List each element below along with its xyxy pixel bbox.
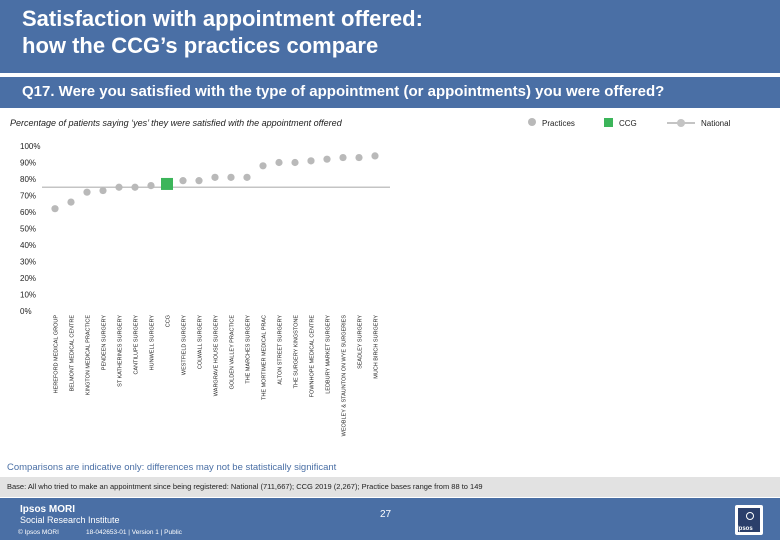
- base-band: Base: All who tried to make an appointme…: [0, 477, 780, 497]
- practice-marker: [51, 205, 59, 213]
- page-title-line-2: how the CCG’s practices compare: [22, 33, 379, 58]
- x-category-label: HEREFORD MEDICAL GROUP: [54, 315, 60, 394]
- ccg-marker-icon: [604, 118, 613, 127]
- practice-marker: [83, 188, 91, 196]
- practice-marker: [371, 152, 379, 160]
- x-category-label: KINGTON MEDICAL PRACTICE: [86, 315, 92, 395]
- question-banner: Q17. Were you satisfied with the type of…: [0, 77, 780, 108]
- y-tick-label: 60%: [20, 208, 36, 217]
- y-tick-label: 80%: [20, 175, 36, 184]
- base-note: Base: All who tried to make an appointme…: [7, 482, 483, 491]
- practice-marker: [323, 155, 331, 163]
- x-category-label: WESTFIELD SURGERY: [182, 315, 188, 375]
- ipsos-corner-logo-icon: Ipsos: [735, 505, 763, 535]
- practice-marker: [195, 177, 203, 185]
- practice-marker: [211, 173, 219, 181]
- practice-marker: [339, 153, 347, 162]
- copyright: © Ipsos MORI: [18, 529, 59, 536]
- practice-marker: [99, 186, 107, 195]
- y-tick-label: 10%: [20, 291, 36, 300]
- legend-ccg-label: CCG: [619, 119, 637, 128]
- ipsos-mori-logo: Ipsos MORI Social Research Institute: [20, 504, 120, 526]
- x-category-label: BELMONT MEDICAL CENTRE: [70, 315, 76, 392]
- logo-subtitle: Social Research Institute: [20, 515, 120, 525]
- practice-marker: [275, 158, 283, 167]
- y-tick-label: 100%: [20, 142, 40, 151]
- legend-national-label: National: [701, 119, 731, 128]
- practice-comparison-chart: 0% 10% 20% 30% 40% 50% 60% 70% 80% 90% 100% HEREFOR…: [20, 142, 390, 437]
- practice-marker: [227, 173, 235, 181]
- ccg-marker: [161, 177, 173, 190]
- corner-logo-text: Ipsos: [737, 526, 753, 532]
- x-category-label: WARGRAVE HOUSE SURGERY: [214, 315, 220, 397]
- x-category-label: THE MARCHES SURGERY: [246, 315, 252, 384]
- practice-marker: [307, 157, 315, 165]
- x-category-label: GOLDEN VALLEY PRACTICE: [230, 315, 236, 390]
- logo-name: Ipsos MORI: [20, 504, 76, 515]
- footer: Ipsos MORI Social Research Institute © I…: [0, 498, 780, 540]
- x-category-label: THE SURGERY KINGSTONE: [294, 315, 300, 389]
- practice-marker: [259, 162, 267, 170]
- legend-ccg: CCG: [604, 118, 644, 130]
- x-category-label: SEADLEY SURGERY: [358, 315, 364, 369]
- x-category-label: THE MORTIMER MEDICAL PRAC: [262, 315, 268, 400]
- x-category-label: FOWNHOPE MEDICAL CENTRE: [310, 315, 316, 398]
- practice-marker: [179, 177, 187, 185]
- practice-marker: [291, 158, 299, 167]
- y-tick-label: 50%: [20, 225, 36, 234]
- legend-national: National: [667, 118, 737, 130]
- x-category-label: WEOBLEY & STAUNTON ON WYE SURGERIES: [342, 315, 348, 437]
- x-category-label: MUCH BIRCH SURGERY: [374, 315, 380, 379]
- y-tick-label: 70%: [20, 192, 36, 201]
- x-category-label: ALTON STREET SURGERY: [278, 315, 284, 385]
- x-category-label: HUNWELL SURGERY: [150, 315, 156, 371]
- job-reference: 18-042653-01 | Version 1 | Public: [86, 529, 182, 536]
- practice-marker-icon: [528, 118, 536, 126]
- x-category-label: COLWALL SURGERY: [198, 315, 204, 369]
- y-tick-label: 0%: [20, 307, 32, 316]
- y-tick-label: 90%: [20, 159, 36, 168]
- practice-marker: [67, 198, 75, 206]
- legend-practices: Practices: [528, 118, 588, 130]
- page-number: 27: [380, 509, 392, 520]
- x-category-label: PENDEEN SURGERY: [102, 315, 108, 371]
- practice-marker: [147, 182, 155, 190]
- title-banner: Satisfaction with appointment offered: h…: [0, 0, 780, 73]
- comparisons-note: Comparisons are indicative only: differe…: [7, 462, 337, 473]
- x-category-label: CCG: [166, 315, 172, 327]
- x-category-label: CANTILUPE SURGERY: [134, 315, 140, 375]
- practice-marker: [115, 183, 123, 191]
- legend-practices-label: Practices: [542, 119, 575, 128]
- national-line-icon: [667, 119, 695, 127]
- y-tick-label: 30%: [20, 258, 36, 267]
- chart-subtitle: Percentage of patients saying ‘yes’ they…: [10, 118, 342, 128]
- page-title-line-1: Satisfaction with appointment offered:: [22, 6, 423, 31]
- x-category-label: LEDBURY MARKET SURGERY: [326, 315, 332, 394]
- question-text: Q17. Were you satisfied with the type of…: [22, 83, 665, 100]
- x-category-label: ST KATHERINES SURGERY: [118, 315, 124, 387]
- y-tick-label: 40%: [20, 241, 36, 250]
- practice-marker: [355, 153, 363, 162]
- practice-marker: [131, 183, 139, 191]
- y-tick-label: 20%: [20, 274, 36, 283]
- practice-marker: [243, 173, 251, 181]
